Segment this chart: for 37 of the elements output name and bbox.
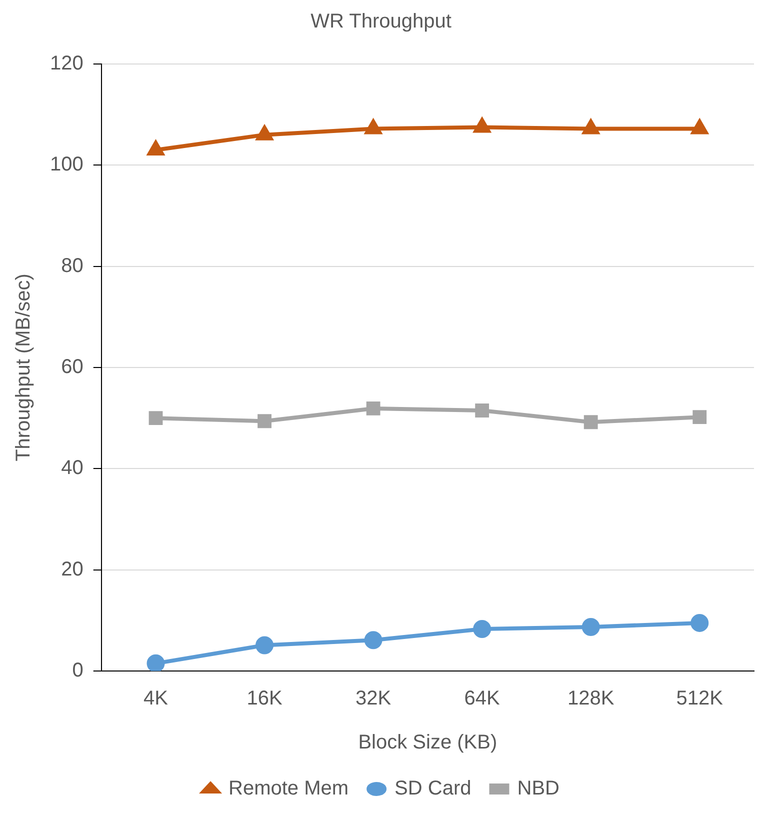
point	[690, 614, 709, 632]
x-tick-label: 512K	[676, 688, 724, 710]
y-tick-label: 100	[50, 154, 84, 176]
point	[584, 415, 598, 430]
x-tick-label: 32K	[356, 688, 392, 710]
point	[692, 410, 707, 424]
point	[692, 120, 708, 134]
point	[256, 636, 274, 654]
x-tick-label: 128K	[567, 688, 615, 710]
x-tick-label: 16K	[246, 688, 283, 710]
point	[146, 654, 165, 671]
point	[473, 620, 492, 638]
point	[475, 404, 490, 418]
legend-label: NBD	[517, 778, 560, 800]
legend-label: SD Card	[394, 778, 472, 800]
x-tick-label: 64K	[464, 688, 501, 710]
legend-label: Remote Mem	[228, 778, 349, 800]
x-axis-title: Block Size (KB)	[358, 732, 498, 754]
point	[148, 140, 164, 156]
point	[148, 411, 163, 426]
point	[364, 631, 382, 650]
chart-title: WR Throughput	[310, 10, 452, 33]
point	[256, 126, 273, 140]
x-tick-label: 4K	[144, 688, 169, 710]
point	[582, 618, 600, 636]
point	[474, 118, 490, 133]
y-tick-label: 40	[61, 457, 84, 480]
y-tick-label: 60	[61, 356, 84, 378]
point	[366, 402, 380, 416]
y-tick-label: 0	[72, 660, 84, 682]
y-tick-label: 20	[61, 558, 84, 580]
y-tick-label: 80	[61, 254, 84, 277]
point	[582, 120, 599, 134]
point	[258, 414, 272, 428]
y-tick-label: 120	[50, 52, 84, 75]
point	[365, 120, 382, 134]
y-axis-title: Throughput (MB/sec)	[12, 274, 35, 462]
